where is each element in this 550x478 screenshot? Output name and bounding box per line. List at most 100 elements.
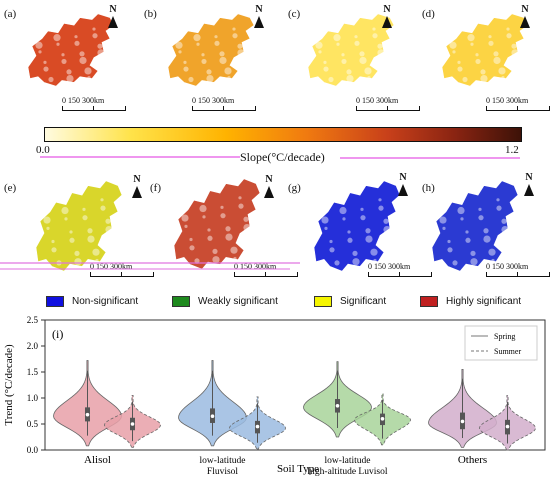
- map-texture-dot: [488, 40, 494, 46]
- scale-bar: 0 150 300km: [62, 96, 126, 111]
- map-texture-dot: [341, 53, 345, 57]
- map-texture-dot: [480, 69, 486, 75]
- map-texture-dot: [377, 49, 385, 57]
- slope-map: [307, 13, 395, 87]
- map-panel-b: (b) N 0 150 300km: [144, 4, 274, 114]
- map-texture-dot: [434, 196, 440, 202]
- map-texture-dot: [501, 218, 507, 224]
- map-texture-dot: [105, 68, 109, 72]
- map-texture-dot: [323, 60, 327, 64]
- map-texture-dot: [82, 215, 88, 221]
- region-shape: [167, 13, 255, 87]
- significance-map: [313, 180, 401, 272]
- map-texture-dot: [346, 74, 354, 83]
- map-texture-dot: [212, 256, 220, 264]
- map-texture-dot: [113, 249, 117, 253]
- violin-median: [85, 412, 90, 417]
- map-texture-dot: [519, 68, 523, 72]
- map-texture-dot: [444, 19, 448, 24]
- chart-legend: Spring Summer: [464, 325, 538, 361]
- map-texture-dot: [189, 237, 193, 242]
- map-texture-dot: [323, 66, 329, 72]
- map-texture-dot: [509, 249, 513, 253]
- map-texture-dot: [310, 19, 314, 24]
- map-texture-dot: [462, 76, 468, 83]
- magenta-artifact-line: [0, 262, 300, 264]
- map-texture-dot: [383, 225, 391, 234]
- map-texture-dot: [373, 258, 377, 263]
- map-texture-dot: [511, 49, 519, 57]
- north-arrow-icon: N: [518, 4, 532, 28]
- map-texture-dot: [516, 59, 524, 67]
- map-texture-dot: [346, 69, 352, 75]
- map-texture-dot: [189, 245, 195, 251]
- map-texture-dot: [506, 239, 514, 247]
- map-texture-dot: [66, 69, 72, 75]
- map-texture-dot: [202, 215, 206, 219]
- map-texture-dot: [206, 74, 214, 83]
- chart-panel-label: (i): [52, 327, 63, 341]
- map-texture-dot: [341, 58, 347, 65]
- chart-legend-box: [464, 325, 538, 361]
- y-tick-label: 0.0: [27, 445, 39, 455]
- map-texture-dot: [336, 42, 340, 46]
- panel-label: (h): [422, 182, 435, 194]
- panel-label: (g): [288, 182, 301, 194]
- colorbar-min-label: 0.0: [36, 144, 50, 156]
- map-texture-dot: [242, 59, 250, 67]
- map-texture-dot: [176, 186, 180, 190]
- map-texture-dot: [38, 50, 42, 54]
- map-texture-dot: [220, 205, 224, 209]
- map-texture-dot: [56, 42, 60, 46]
- map-texture-dot: [382, 59, 390, 67]
- map-texture-dot: [245, 68, 249, 72]
- map-panel-f: (f) N 0 150 300km: [150, 170, 298, 280]
- panel-label: (f): [150, 182, 161, 194]
- map-texture-dot: [243, 223, 251, 232]
- x-axis-categories: Alisol low-latitude Fluvisol low-latitude hi…: [84, 454, 487, 477]
- map-texture-dot: [391, 249, 395, 253]
- map-texture-dot: [493, 56, 501, 65]
- map-texture-dot: [84, 67, 92, 75]
- x-category-label: low-latitude Fluvisol: [200, 456, 246, 477]
- map-texture-dot: [51, 247, 57, 253]
- map-texture-dot: [100, 205, 106, 211]
- map-texture-dot: [501, 76, 505, 80]
- map-texture-dot: [193, 34, 201, 42]
- panel-label: (c): [288, 8, 301, 20]
- map-texture-dot: [457, 66, 463, 72]
- map-texture-dot: [457, 206, 465, 215]
- map-texture-dot: [359, 51, 365, 57]
- map-texture-dot: [82, 207, 86, 211]
- map-texture-dot: [97, 43, 103, 49]
- legend-item-non-significant: Non-significant: [46, 296, 138, 307]
- map-texture-dot: [105, 218, 111, 224]
- violin-median: [255, 424, 260, 429]
- map-texture-dot: [354, 35, 358, 39]
- map-texture-dot: [360, 207, 364, 211]
- map-texture-dot: [183, 60, 187, 64]
- map-texture-dot: [329, 247, 335, 253]
- map-texture-dot: [207, 228, 211, 232]
- scale-bar: 0 150 300km: [356, 96, 420, 111]
- map-texture-dot: [181, 214, 189, 222]
- map-texture-dot: [79, 56, 87, 65]
- slope-map: [441, 13, 529, 87]
- y-axis: 0.0 0.5 1.0 1.5 2.0 2.5: [27, 315, 45, 455]
- map-texture-dot: [498, 67, 506, 75]
- map-texture-dot: [232, 33, 238, 39]
- map-texture-dot: [388, 239, 396, 247]
- map-texture-dot: [43, 60, 47, 64]
- map-texture-dot: [97, 49, 105, 57]
- map-texture-dot: [354, 40, 360, 46]
- map-texture-dot: [315, 41, 323, 49]
- map-texture-dot: [238, 203, 244, 209]
- north-arrow-icon: N: [130, 174, 144, 198]
- map-texture-dot: [328, 76, 334, 83]
- map-texture-dot: [447, 239, 451, 244]
- map-texture-dot: [496, 198, 500, 202]
- map-texture-dot: [470, 42, 474, 46]
- map-texture-dot: [105, 225, 113, 234]
- map-texture-dot: [480, 74, 488, 83]
- map-texture-dot: [372, 33, 378, 39]
